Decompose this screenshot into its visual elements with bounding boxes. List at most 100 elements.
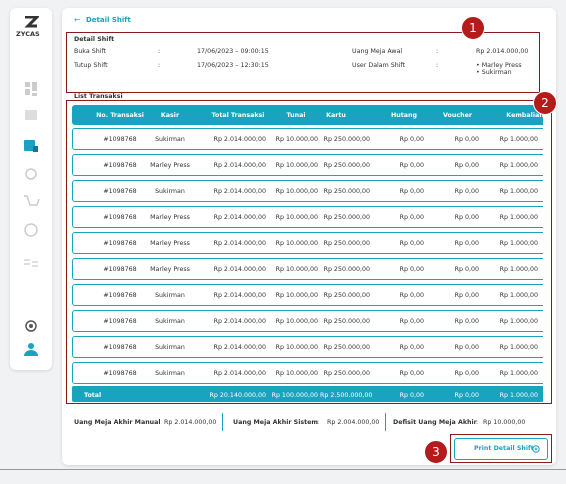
summary-value: Rp 10.000,00 <box>483 419 526 426</box>
table-cell: Rp 1.000,00 <box>499 240 538 247</box>
table-cell: Sukirman <box>155 318 185 325</box>
table-cell: Rp 10.000,00 <box>275 344 318 351</box>
table-cell: Sukirman <box>155 344 185 351</box>
table-cell: Rp 2.014.000,00 <box>213 292 266 299</box>
table-cell: Rp 1.000,00 <box>499 188 538 195</box>
table-cell: Rp 0,00 <box>454 266 479 273</box>
table-cell: Rp 0,00 <box>454 292 479 299</box>
annotation-number: 2 <box>533 91 557 115</box>
detail-value: Rp 2.014.000,00 <box>476 48 529 55</box>
table-cell: Rp 250.000,00 <box>323 292 370 299</box>
annotation-box <box>66 100 552 404</box>
summary-label: Uang Meja Akhir Sistem <box>233 419 318 426</box>
annotation-box <box>450 434 552 463</box>
table-cell: Rp 2.014.000,00 <box>213 240 266 247</box>
table-cell: #1098768 <box>103 188 137 195</box>
table-cell: Rp 10.000,00 <box>275 370 318 377</box>
button-label: Print Detail Shift <box>474 445 534 452</box>
detail-label: Uang Meja Awal <box>352 48 403 55</box>
table-cell: Rp 10.000,00 <box>275 318 318 325</box>
annotation-number: 1 <box>461 16 485 40</box>
table-cell: Rp 2.014.000,00 <box>213 344 266 351</box>
table-cell: Sukirman <box>155 188 185 195</box>
total-cell: Rp 0,00 <box>454 392 479 399</box>
table-header <box>72 105 543 125</box>
table-cell: Rp 10.000,00 <box>275 266 318 273</box>
table-cell: Rp 0,00 <box>454 240 479 247</box>
table-cell: Rp 1.000,00 <box>499 318 538 325</box>
table-cell: Rp 0,00 <box>454 136 479 143</box>
table-cell: Rp 250.000,00 <box>323 214 370 221</box>
table-cell: Rp 250.000,00 <box>323 266 370 273</box>
section-title: Detail Shift <box>74 36 115 43</box>
print-button[interactable]: Print Detail Shift <box>454 438 548 460</box>
summary-value: Rp 2.014.000,00 <box>164 419 217 426</box>
logo-icon <box>24 16 39 28</box>
column-header: Voucher <box>443 112 472 119</box>
table-cell: #1098768 <box>103 240 137 247</box>
table-cell: Rp 1.000,00 <box>499 370 538 377</box>
table-row <box>72 206 543 228</box>
table-cell: Rp 0,00 <box>454 214 479 221</box>
table-cell: Rp 250.000,00 <box>323 136 370 143</box>
column-header: Tunai <box>286 112 306 119</box>
nav-icons <box>24 82 40 356</box>
detail-sep: : <box>158 48 161 55</box>
back-arrow[interactable]: ← <box>74 15 81 24</box>
summary-divider <box>222 413 223 431</box>
table-cell: Rp 0,00 <box>454 370 479 377</box>
table-cell: #1098768 <box>103 370 137 377</box>
table-cell: Rp 0,00 <box>454 162 479 169</box>
total-cell: Rp 20.140.000,00 <box>209 392 266 399</box>
total-row <box>72 386 543 402</box>
detail-sep: : <box>158 62 161 69</box>
table-cell: Rp 1.000,00 <box>499 266 538 273</box>
table-cell: Rp 10.000,00 <box>275 214 318 221</box>
total-cell: Total <box>84 392 102 399</box>
table-cell: Rp 0,00 <box>454 344 479 351</box>
button-icon <box>532 445 540 453</box>
divider <box>0 469 566 470</box>
column-header: No. Transaksi <box>96 112 144 119</box>
sidebar: ZYCAS <box>10 8 52 370</box>
page-title: Detail Shift <box>86 16 131 24</box>
table-row <box>72 284 543 306</box>
table-cell: #1098768 <box>103 136 137 143</box>
table-cell: Rp 10.000,00 <box>275 136 318 143</box>
table-cell: Rp 1.000,00 <box>499 214 538 221</box>
table-cell: Rp 250.000,00 <box>323 318 370 325</box>
table-cell: Rp 0,00 <box>399 344 424 351</box>
table-cell: Rp 0,00 <box>399 266 424 273</box>
table-cell: Rp 2.014.000,00 <box>213 162 266 169</box>
table-cell: Rp 10.000,00 <box>275 188 318 195</box>
logo-text: ZYCAS <box>16 30 40 38</box>
table-cell: Rp 2.014.000,00 <box>213 370 266 377</box>
detail-value: 17/06/2023 – 09:00:15 <box>197 48 269 55</box>
annotation-box <box>66 32 540 93</box>
summary-value: Rp 2.004.000,00 <box>327 419 380 426</box>
table-cell: Rp 250.000,00 <box>323 344 370 351</box>
detail-value: • Marley Press <box>476 62 522 69</box>
table-cell: Rp 0,00 <box>399 162 424 169</box>
table-cell: #1098768 <box>103 344 137 351</box>
detail-value: • Sukirman <box>476 69 512 76</box>
table-cell: Marley Press <box>150 266 190 273</box>
table-cell: Rp 0,00 <box>399 188 424 195</box>
summary-sep: : <box>152 419 155 426</box>
table-cell: Rp 0,00 <box>399 292 424 299</box>
table-cell: Sukirman <box>155 136 185 143</box>
table-cell: Rp 250.000,00 <box>323 370 370 377</box>
table-cell: Marley Press <box>150 214 190 221</box>
table-cell: Rp 0,00 <box>454 188 479 195</box>
table-row <box>72 154 543 176</box>
detail-sep: : <box>436 48 439 55</box>
detail-value: 17/06/2023 – 12:30:15 <box>197 62 269 69</box>
column-header: Kartu <box>326 112 346 119</box>
summary-sep: : <box>317 419 320 426</box>
table-cell: Rp 0,00 <box>454 318 479 325</box>
section-title: List Transaksi <box>74 93 123 100</box>
column-header: Kasir <box>160 112 180 119</box>
total-cell: Rp 2.500.000,00 <box>320 392 373 399</box>
table-cell: Rp 2.014.000,00 <box>213 266 266 273</box>
